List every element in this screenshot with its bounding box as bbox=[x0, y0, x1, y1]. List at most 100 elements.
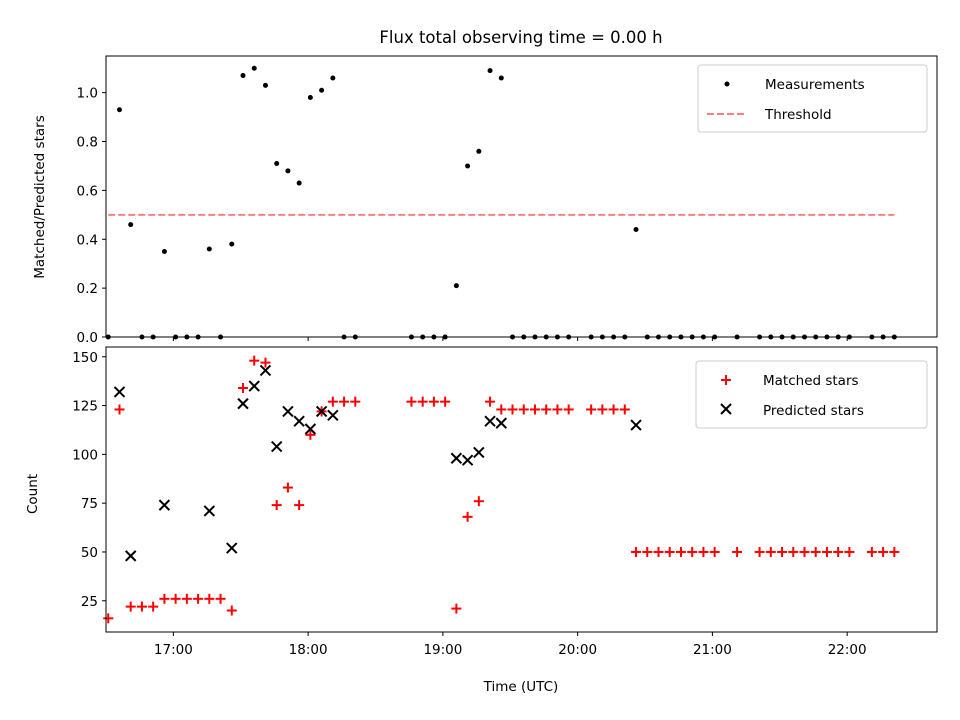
matched-star-point bbox=[552, 404, 563, 415]
bottom-y-axis-label: Count bbox=[25, 474, 41, 514]
matched-star-point bbox=[249, 355, 260, 366]
matched-star-point bbox=[226, 605, 237, 616]
matched-star-point bbox=[529, 404, 540, 415]
matched-star-point bbox=[698, 546, 709, 557]
bottom-y-tick-label: 50 bbox=[81, 545, 98, 561]
predicted-star-point bbox=[495, 417, 507, 429]
matched-star-point bbox=[810, 546, 821, 557]
matched-star-point bbox=[114, 404, 125, 415]
predicted-star-point bbox=[124, 550, 137, 562]
matched-star-point bbox=[586, 404, 597, 415]
matched-star-point bbox=[833, 546, 844, 557]
measurement-point bbox=[307, 95, 313, 101]
measurement-point bbox=[633, 226, 639, 232]
bottom-x-tick-label: 17:00 bbox=[154, 642, 193, 658]
predicted-star-point bbox=[158, 499, 171, 511]
matched-star-point bbox=[350, 396, 361, 407]
matched-star-point bbox=[619, 404, 630, 415]
matched-star-point bbox=[777, 546, 788, 557]
matched-star-point bbox=[305, 429, 316, 440]
matched-star-point bbox=[170, 593, 181, 604]
matched-star-point bbox=[327, 396, 338, 407]
matched-star-point bbox=[631, 546, 642, 557]
matched-star-point bbox=[541, 404, 552, 415]
matched-star-point bbox=[597, 404, 608, 415]
matched-star-point bbox=[799, 546, 810, 557]
top-axes-frame bbox=[105, 55, 938, 338]
predicted-star-point bbox=[226, 542, 238, 554]
top-y-axis-label: Matched/Predicted stars bbox=[32, 115, 48, 278]
top-y-tick-label: 0.6 bbox=[77, 183, 98, 199]
matched-star-point bbox=[417, 396, 428, 407]
measurement-point bbox=[274, 161, 280, 167]
matched-star-point bbox=[687, 546, 698, 557]
predicted-star-point bbox=[327, 409, 339, 422]
measurement-point bbox=[240, 73, 246, 79]
matched-star-point bbox=[159, 593, 170, 604]
matched-star-point bbox=[664, 546, 675, 557]
measurement-point bbox=[476, 148, 482, 154]
matched-star-point bbox=[440, 396, 451, 407]
bottom-x-tick-label: 19:00 bbox=[423, 642, 462, 658]
matched-star-point bbox=[788, 546, 799, 557]
predicted-star-point bbox=[113, 386, 126, 398]
measurement-point bbox=[453, 283, 459, 289]
matched-star-point bbox=[125, 601, 136, 612]
matched-star-point bbox=[507, 404, 518, 415]
matched-star-point bbox=[238, 382, 249, 393]
matched-star-point bbox=[563, 404, 574, 415]
measurement-point bbox=[128, 222, 134, 228]
matched-star-point bbox=[732, 546, 743, 557]
measurement-point bbox=[465, 163, 471, 169]
bottom-x-tick-label: 21:00 bbox=[693, 642, 732, 658]
predicted-star-point bbox=[484, 415, 496, 427]
matched-star-point bbox=[260, 357, 271, 368]
predicted-star-point bbox=[304, 423, 317, 435]
matched-star-point bbox=[653, 546, 664, 557]
legend-matched-label: Matched stars bbox=[763, 373, 859, 389]
matched-star-point bbox=[889, 546, 900, 557]
top-y-tick-label: 0.8 bbox=[77, 135, 98, 151]
matched-star-point bbox=[473, 496, 484, 507]
matched-star-point bbox=[675, 546, 686, 557]
measurement-point bbox=[206, 246, 212, 252]
matched-star-point bbox=[518, 404, 529, 415]
top-panel: 0.0 0.2 0.4 0.6 0.8 1.0 Matched/Predicted sta… bbox=[32, 55, 938, 346]
matched-star-point bbox=[181, 593, 192, 604]
measurement-point bbox=[498, 75, 504, 81]
legend-measurements-label: Measurements bbox=[765, 77, 865, 93]
predicted-star-point bbox=[237, 397, 249, 410]
matched-star-point bbox=[496, 404, 507, 415]
measurement-point bbox=[296, 180, 302, 186]
predicted-star-point bbox=[282, 405, 294, 418]
matched-star-point bbox=[866, 546, 877, 557]
matched-star-point bbox=[754, 546, 765, 557]
legend-predicted-marker bbox=[720, 403, 732, 415]
predicted-star-point bbox=[270, 440, 283, 453]
matched-star-point bbox=[282, 482, 293, 493]
predicted-star-point bbox=[293, 415, 305, 427]
bottom-legend: Matched stars Predicted stars bbox=[695, 360, 928, 429]
matched-star-point bbox=[148, 601, 159, 612]
measurement-point bbox=[330, 75, 336, 81]
predicted-star-point bbox=[315, 405, 328, 418]
legend-predicted-label: Predicted stars bbox=[763, 403, 864, 419]
top-y-tick-label: 0.4 bbox=[77, 232, 98, 248]
matched-star-point bbox=[844, 546, 855, 557]
bottom-x-tick-label: 20:00 bbox=[558, 642, 597, 658]
predicted-star-point bbox=[450, 452, 463, 464]
bottom-x-axis-label: Time (UTC) bbox=[483, 679, 559, 695]
top-legend: Measurements Threshold bbox=[697, 64, 928, 133]
matched-star-point bbox=[451, 603, 462, 614]
top-y-tick-label: 1.0 bbox=[77, 86, 98, 102]
bottom-x-tick-label: 22:00 bbox=[828, 642, 867, 658]
matched-star-point bbox=[765, 546, 776, 557]
matched-star-point bbox=[204, 593, 215, 604]
predicted-star-point bbox=[461, 454, 474, 466]
measurement-point bbox=[319, 87, 325, 93]
top-legend-box bbox=[697, 64, 928, 133]
predicted-star-point bbox=[630, 419, 642, 431]
bottom-panel: 25 50 75 100 125 150 17:00 18:00 19:00 20:00 21:0… bbox=[25, 346, 938, 695]
matched-star-point bbox=[428, 396, 439, 407]
